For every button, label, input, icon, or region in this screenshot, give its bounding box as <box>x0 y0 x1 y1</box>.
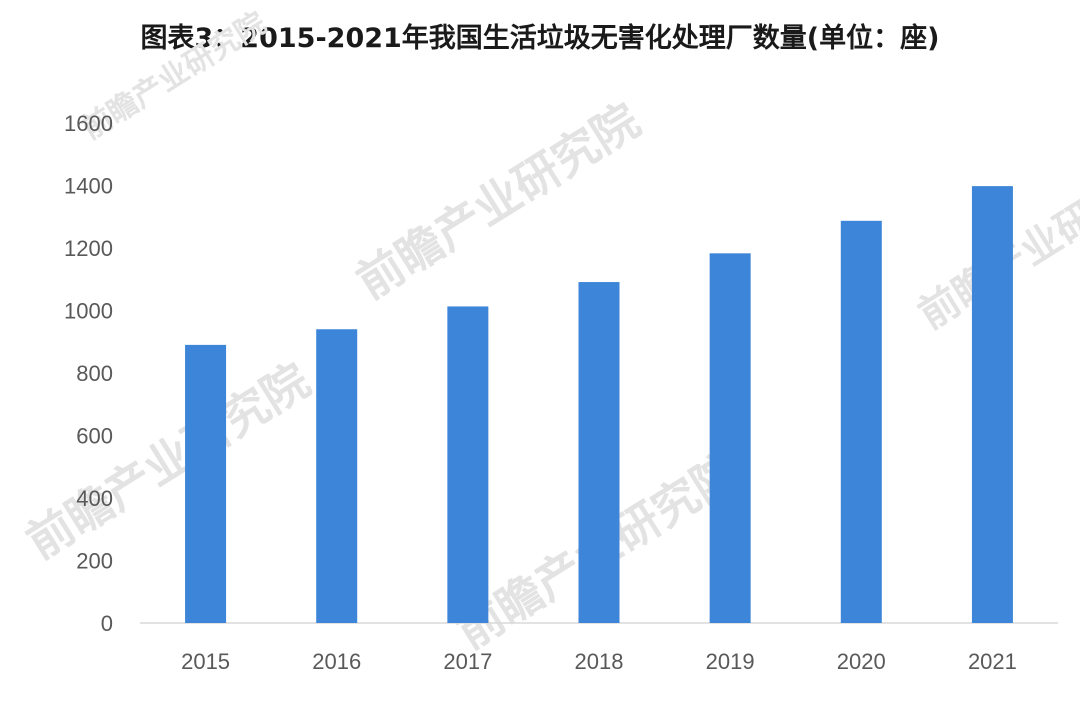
bars-group <box>185 186 1013 623</box>
x-tick-label: 2017 <box>443 649 492 674</box>
y-axis: 0 200 400 600 800 1000 1200 1400 1600 <box>64 111 113 636</box>
watermark-layer: 前瞻产业研究院前瞻产业研究院前瞻产业研究院前瞻产业研究院前瞻产业研究院 <box>17 6 1080 660</box>
bar-2019 <box>709 253 751 623</box>
y-tick-label: 800 <box>76 361 113 386</box>
bar-2018 <box>578 282 620 623</box>
y-tick-label: 400 <box>76 486 113 511</box>
x-tick-label: 2015 <box>181 649 230 674</box>
x-tick-label: 2020 <box>837 649 886 674</box>
y-tick-label: 1000 <box>64 299 113 324</box>
bar-2016 <box>316 329 358 623</box>
y-tick-label: 600 <box>76 424 113 449</box>
y-tick-label: 1200 <box>64 236 113 261</box>
x-tick-label: 2016 <box>312 649 361 674</box>
chart-title: 图表3：2015-2021年我国生活垃圾无害化处理厂数量(单位：座) <box>140 23 940 54</box>
y-tick-label: 0 <box>101 611 113 636</box>
bar-2017 <box>447 306 489 623</box>
bar-2015 <box>185 344 227 623</box>
bar-2021 <box>971 186 1013 623</box>
y-tick-label: 200 <box>76 549 113 574</box>
x-tick-label: 2021 <box>968 649 1017 674</box>
bar-2020 <box>840 220 882 623</box>
x-axis: 2015 2016 2017 2018 2019 2020 2021 <box>181 649 1017 674</box>
y-tick-label: 1600 <box>64 111 113 136</box>
watermark-text: 前瞻产业研究院 <box>347 93 649 309</box>
y-tick-label: 1400 <box>64 174 113 199</box>
x-tick-label: 2019 <box>706 649 755 674</box>
x-tick-label: 2018 <box>575 649 624 674</box>
watermark-text: 前瞻产业研究院 <box>17 353 319 569</box>
